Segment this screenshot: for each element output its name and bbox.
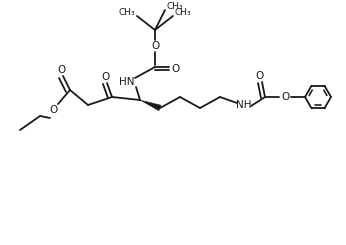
Text: NH: NH (236, 100, 252, 110)
Text: O: O (256, 71, 264, 81)
Text: HN: HN (119, 77, 135, 87)
Polygon shape (140, 100, 161, 111)
Text: O: O (57, 65, 65, 75)
Text: O: O (50, 105, 58, 115)
Text: CH₃: CH₃ (175, 9, 191, 17)
Text: O: O (151, 41, 159, 51)
Text: O: O (101, 72, 109, 82)
Text: O: O (172, 63, 180, 74)
Text: CH₃: CH₃ (167, 2, 183, 12)
Text: O: O (281, 92, 289, 102)
Text: CH₃: CH₃ (119, 9, 135, 17)
